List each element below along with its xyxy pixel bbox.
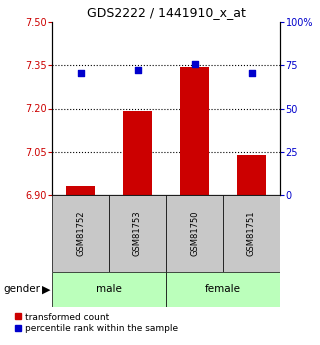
Text: GSM81751: GSM81751 [247,211,256,256]
Point [249,70,254,76]
Bar [180,67,209,195]
Bar [109,195,166,272]
Bar [166,272,280,307]
Bar [223,195,280,272]
Point [78,70,83,76]
Bar [52,272,166,307]
Bar [123,111,152,195]
Text: GSM81750: GSM81750 [190,211,199,256]
Bar [66,186,95,195]
Text: GSM81753: GSM81753 [133,211,142,256]
Title: GDS2222 / 1441910_x_at: GDS2222 / 1441910_x_at [87,7,245,19]
Text: GSM81752: GSM81752 [76,211,85,256]
Text: gender: gender [3,285,40,295]
Bar [166,195,223,272]
Text: male: male [96,285,122,295]
Bar [237,155,266,195]
Point [135,67,140,72]
Text: ▶: ▶ [43,285,51,295]
Bar [52,195,109,272]
Text: female: female [205,285,241,295]
Point [192,62,197,67]
Legend: transformed count, percentile rank within the sample: transformed count, percentile rank withi… [14,313,178,333]
